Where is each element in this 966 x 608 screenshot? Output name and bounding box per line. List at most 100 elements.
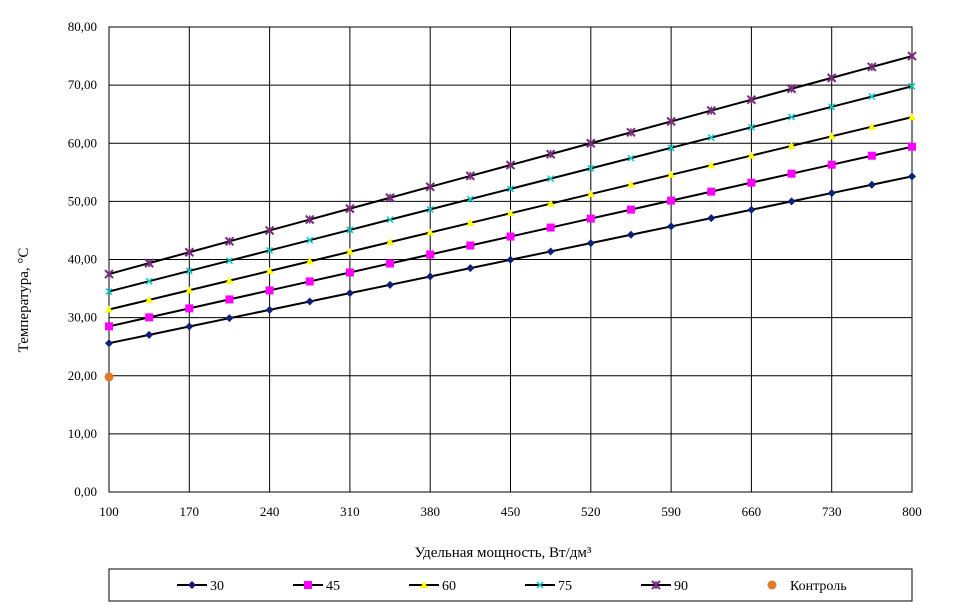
- data-point: [908, 172, 916, 181]
- data-point: [587, 164, 595, 172]
- data-point: [466, 195, 474, 203]
- data-point: [345, 203, 355, 214]
- data-point: [506, 232, 515, 241]
- data-point: [826, 73, 837, 83]
- data-point: [225, 276, 234, 284]
- x-tick-label: 310: [340, 504, 360, 519]
- data-point: [546, 199, 555, 207]
- y-tick-label: 60,00: [68, 135, 97, 150]
- legend-label: 90: [674, 579, 688, 594]
- legend-item-30: 30: [177, 579, 224, 594]
- series-30: [105, 172, 916, 348]
- data-point: [345, 289, 354, 298]
- data-point: [265, 286, 274, 295]
- data-point: [426, 272, 435, 281]
- data-point: [667, 144, 675, 152]
- data-point: [547, 175, 555, 183]
- legend-label: Контроль: [790, 579, 847, 594]
- data-point: [506, 255, 515, 264]
- data-point: [225, 295, 234, 304]
- data-point: [907, 51, 917, 61]
- data-point: [225, 314, 234, 323]
- data-point: [466, 218, 475, 226]
- data-point: [385, 193, 395, 203]
- data-point: [707, 187, 716, 196]
- x-tick-label: 450: [501, 504, 521, 519]
- data-point: [425, 182, 435, 192]
- legend-label: 60: [442, 579, 456, 594]
- data-point: [145, 277, 153, 285]
- legend-item-45: 45: [293, 579, 340, 594]
- legend-label: 30: [210, 579, 224, 594]
- data-point: [747, 151, 756, 159]
- series-60: [105, 113, 916, 313]
- data-point: [787, 141, 796, 149]
- data-point: [386, 280, 395, 289]
- y-tick-label: 20,00: [68, 368, 97, 383]
- data-point: [908, 142, 916, 151]
- data-point: [586, 214, 595, 223]
- legend-marker: [188, 581, 196, 589]
- y-tick-label: 0,00: [74, 484, 97, 499]
- data-point: [185, 304, 194, 313]
- data-point: [666, 116, 676, 127]
- data-point: [627, 154, 635, 162]
- legend-marker: [304, 581, 312, 589]
- legend-label: 45: [326, 579, 340, 594]
- y-tick-label: 70,00: [68, 77, 97, 92]
- data-point: [345, 268, 354, 277]
- x-tick-label: 520: [581, 504, 601, 519]
- x-axis-title: Удельная мощность, Вт/дм³: [415, 545, 592, 561]
- data-point: [707, 214, 716, 223]
- legend-marker: [536, 581, 544, 589]
- x-tick-label: 730: [822, 504, 842, 519]
- data-point: [104, 269, 114, 279]
- legend-item-60: 60: [409, 579, 456, 594]
- data-point: [626, 205, 635, 214]
- data-point: [305, 257, 314, 265]
- data-point: [506, 185, 515, 193]
- y-tick-label: 40,00: [68, 252, 97, 267]
- data-point: [908, 113, 916, 121]
- data-point: [426, 250, 435, 259]
- data-point: [265, 305, 274, 314]
- data-point: [466, 264, 475, 273]
- data-point: [827, 160, 836, 169]
- y-tick-label: 80,00: [68, 19, 97, 34]
- series-90: [104, 51, 917, 279]
- data-point: [787, 169, 796, 178]
- legend-item-Контроль: Контроль: [767, 579, 847, 594]
- legend: 30 45 60 75 90 Контроль: [108, 568, 913, 602]
- data-point: [105, 305, 113, 313]
- data-point: [145, 330, 154, 339]
- data-point: [867, 122, 876, 130]
- y-tick-label: 30,00: [68, 310, 97, 325]
- data-point: [546, 247, 555, 256]
- x-tick-label: 590: [661, 504, 681, 519]
- data-point: [145, 295, 154, 303]
- data-point: [345, 247, 354, 255]
- control-point: [104, 372, 114, 382]
- legend-item-75: 75: [525, 579, 572, 594]
- x-tick-label: 100: [99, 504, 119, 519]
- plot-area: [108, 26, 913, 493]
- data-point: [105, 339, 113, 348]
- data-point: [506, 209, 515, 217]
- data-point: [224, 236, 235, 247]
- series-75: [105, 82, 916, 295]
- data-point: [747, 178, 756, 187]
- data-point: [465, 171, 476, 181]
- data-point: [867, 151, 876, 160]
- data-point: [144, 258, 154, 268]
- y-tick-label: 10,00: [68, 426, 97, 441]
- data-point: [868, 93, 876, 101]
- data-point: [346, 226, 354, 234]
- data-point: [747, 205, 756, 214]
- data-point: [827, 189, 836, 198]
- data-point: [185, 267, 193, 275]
- data-point: [667, 170, 676, 178]
- data-point: [185, 286, 194, 294]
- x-tick-label: 240: [260, 504, 280, 519]
- data-point: [105, 287, 113, 295]
- data-point: [266, 246, 274, 254]
